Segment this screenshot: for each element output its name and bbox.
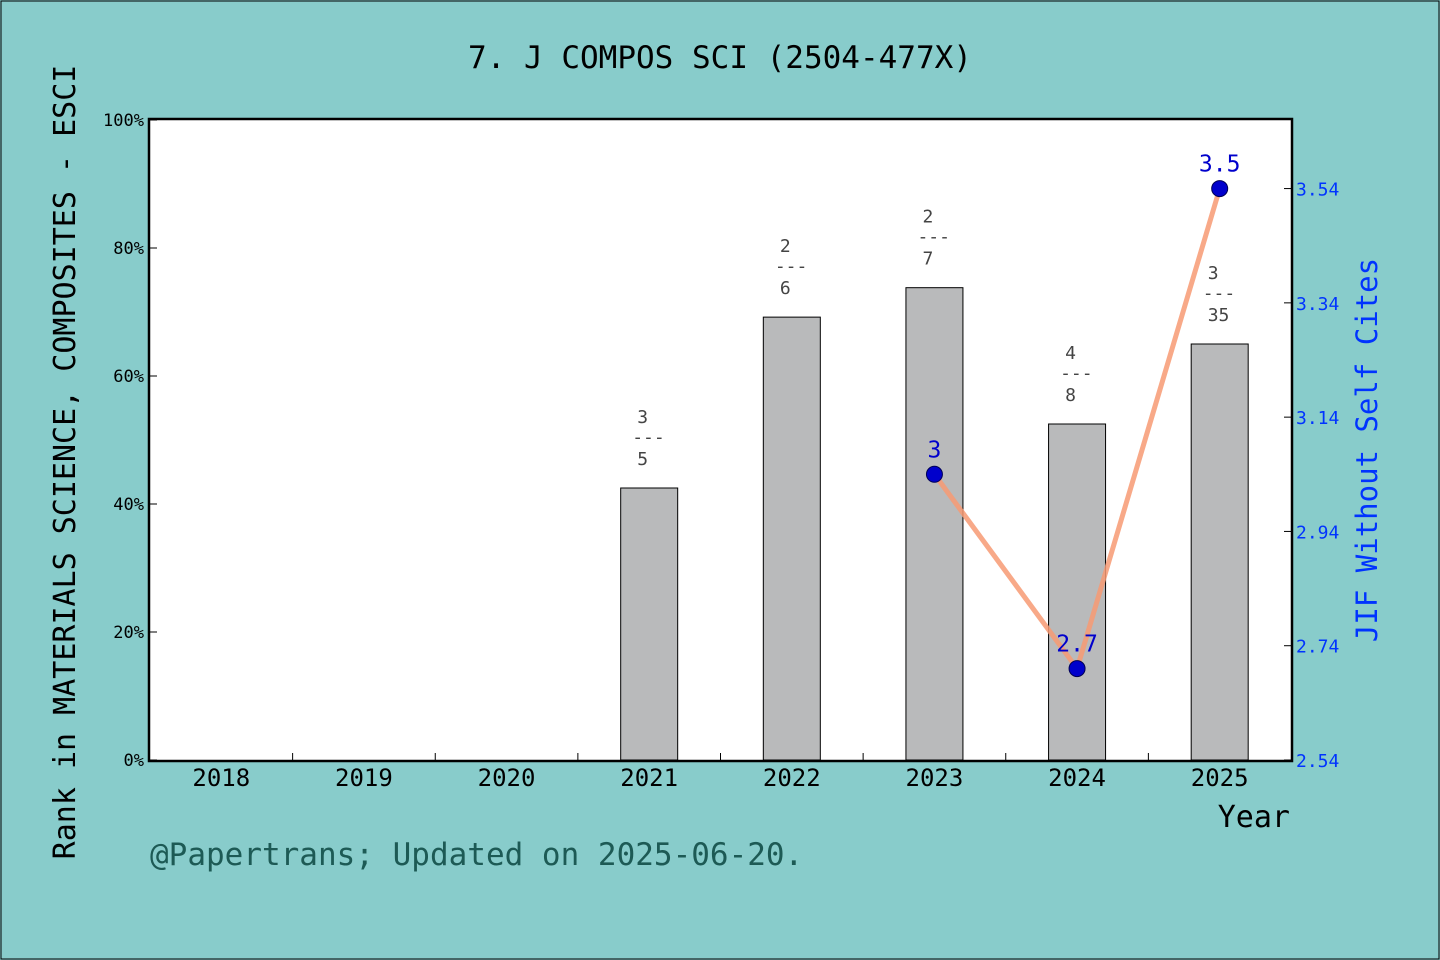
y2-tick-label: 2.94: [1296, 522, 1339, 543]
y-tick-label: 80%: [113, 239, 144, 259]
y2-tick-label: 2.54: [1296, 751, 1339, 772]
jif-value-label: 3: [928, 437, 942, 463]
x-tick-label: 2018: [192, 764, 250, 792]
x-tick-label: 2025: [1191, 764, 1249, 792]
bar-total-label: 6: [780, 278, 791, 299]
jif-marker: [925, 465, 943, 483]
jif-value-label: 3.5: [1199, 152, 1241, 178]
y-axis-label: Rank in MATERIALS SCIENCE, COMPOSITES - …: [48, 65, 83, 860]
y-tick-label: 60%: [113, 367, 144, 387]
bar-fraction-bar: ---: [917, 227, 950, 248]
jif-marker: [1211, 180, 1229, 198]
chart-title: 7. J COMPOS SCI (2504-477X): [468, 40, 972, 76]
y-tick-label: 20%: [113, 623, 144, 643]
bar-total-label: 5: [637, 449, 648, 470]
line-layer: 3 2.7 3.5: [925, 152, 1241, 678]
x-tick-label: 2024: [1048, 764, 1106, 792]
x-tick-label: 2022: [763, 764, 821, 792]
bar-total-label: 7: [922, 249, 933, 270]
x-axis-label: Year: [1218, 800, 1290, 835]
axes-layer: 0%20%40%60%80%100%2.542.742.943.143.343.…: [103, 111, 1339, 792]
bar-2025: [1190, 343, 1249, 761]
x-tick-label: 2021: [620, 764, 678, 792]
bar-rank-label: 2: [922, 207, 933, 228]
y2-axis-label: JIF Without Self Cites: [1350, 258, 1384, 642]
bar-total-label: 8: [1065, 385, 1076, 406]
jif-marker: [1068, 660, 1086, 678]
x-tick-label: 2019: [335, 764, 393, 792]
footer-note: @Papertrans; Updated on 2025-06-20.: [150, 837, 803, 873]
y-tick-label: 100%: [103, 111, 144, 131]
bar-2024: [1048, 423, 1107, 761]
x-tick-label: 2023: [906, 764, 964, 792]
bar-rank-label: 3: [1208, 263, 1219, 284]
x-tick-label: 2020: [478, 764, 536, 792]
y2-tick-label: 3.54: [1296, 180, 1339, 201]
y2-tick-label: 3.34: [1296, 294, 1339, 315]
bar-rank-label: 4: [1065, 343, 1076, 364]
bar-fraction-bar: ---: [1203, 283, 1236, 304]
bars-layer: 3---52---62---74---83---35: [620, 207, 1249, 761]
bar-2023: [905, 287, 964, 761]
bar-fraction-bar: ---: [775, 256, 808, 277]
jif-value-label: 2.7: [1056, 632, 1098, 658]
bar-fraction-bar: ---: [632, 427, 665, 448]
bar-total-label: 35: [1208, 305, 1230, 326]
bar-2021: [620, 487, 679, 761]
plot-area: [147, 117, 1294, 763]
bar-fraction-bar: ---: [1060, 363, 1093, 384]
bar-rank-label: 3: [637, 407, 648, 428]
y2-tick-label: 3.14: [1296, 408, 1339, 429]
y2-tick-label: 2.74: [1296, 637, 1339, 658]
bar-2022: [762, 316, 821, 761]
y-tick-label: 0%: [124, 751, 144, 771]
bar-rank-label: 2: [780, 236, 791, 257]
y-tick-label: 40%: [113, 495, 144, 515]
